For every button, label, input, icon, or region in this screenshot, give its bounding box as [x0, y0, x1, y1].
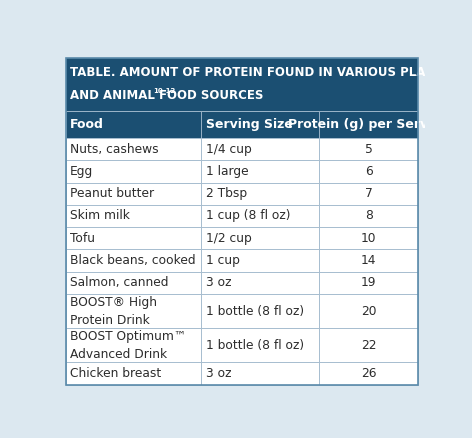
- Text: Food: Food: [70, 118, 104, 131]
- Text: 1/4 cup: 1/4 cup: [206, 143, 252, 155]
- Text: 14: 14: [361, 254, 377, 267]
- Bar: [320, 160, 418, 183]
- Text: Black beans, cooked: Black beans, cooked: [70, 254, 195, 267]
- Text: Chicken breast: Chicken breast: [70, 367, 161, 380]
- Bar: [320, 328, 418, 363]
- Bar: [66, 160, 202, 183]
- Bar: [202, 363, 320, 385]
- Bar: [202, 250, 320, 272]
- Text: Salmon, canned: Salmon, canned: [70, 276, 169, 290]
- Text: 2 Tbsp: 2 Tbsp: [206, 187, 247, 200]
- Text: BOOST Optimum™
Advanced Drink: BOOST Optimum™ Advanced Drink: [70, 330, 186, 361]
- Bar: [320, 363, 418, 385]
- Bar: [66, 363, 202, 385]
- Bar: [202, 328, 320, 363]
- Bar: [320, 205, 418, 227]
- Bar: [320, 138, 418, 160]
- Bar: [66, 272, 202, 294]
- Text: AND ANIMAL FOOD SOURCES: AND ANIMAL FOOD SOURCES: [70, 88, 263, 102]
- Bar: [66, 205, 202, 227]
- Text: 5: 5: [365, 143, 373, 155]
- Text: 1 cup: 1 cup: [206, 254, 240, 267]
- Bar: [320, 111, 418, 138]
- Text: 1 cup (8 fl oz): 1 cup (8 fl oz): [206, 209, 290, 223]
- Bar: [320, 272, 418, 294]
- Bar: [202, 183, 320, 205]
- Text: TABLE. AMOUNT OF PROTEIN FOUND IN VARIOUS PLANT: TABLE. AMOUNT OF PROTEIN FOUND IN VARIOU…: [70, 66, 444, 79]
- Bar: [66, 227, 202, 250]
- Text: 22: 22: [361, 339, 377, 352]
- Text: 3 oz: 3 oz: [206, 276, 231, 290]
- Bar: [66, 183, 202, 205]
- Text: 10: 10: [361, 232, 377, 245]
- Text: 3 oz: 3 oz: [206, 367, 231, 380]
- Bar: [320, 250, 418, 272]
- Bar: [66, 250, 202, 272]
- Text: 19: 19: [361, 276, 377, 290]
- Text: 7: 7: [365, 187, 373, 200]
- Text: Protein (g) per Serving: Protein (g) per Serving: [288, 118, 450, 131]
- Text: 8: 8: [365, 209, 373, 223]
- Text: BOOST® High
Protein Drink: BOOST® High Protein Drink: [70, 296, 157, 327]
- Bar: [66, 58, 418, 111]
- Bar: [202, 160, 320, 183]
- Bar: [320, 294, 418, 328]
- Bar: [320, 227, 418, 250]
- Text: Serving Size: Serving Size: [206, 118, 293, 131]
- Text: 1 bottle (8 fl oz): 1 bottle (8 fl oz): [206, 305, 304, 318]
- Text: 20: 20: [361, 305, 377, 318]
- Text: 6: 6: [365, 165, 373, 178]
- Bar: [202, 294, 320, 328]
- Text: Egg: Egg: [70, 165, 93, 178]
- Bar: [66, 111, 202, 138]
- Text: 1/2 cup: 1/2 cup: [206, 232, 252, 245]
- Bar: [66, 138, 202, 160]
- Bar: [66, 328, 202, 363]
- Text: Skim milk: Skim milk: [70, 209, 130, 223]
- Text: 10-12: 10-12: [153, 88, 176, 94]
- Text: 1 bottle (8 fl oz): 1 bottle (8 fl oz): [206, 339, 304, 352]
- Bar: [202, 227, 320, 250]
- Bar: [202, 138, 320, 160]
- Text: 26: 26: [361, 367, 377, 380]
- Text: Peanut butter: Peanut butter: [70, 187, 154, 200]
- Text: 1 large: 1 large: [206, 165, 248, 178]
- Text: Tofu: Tofu: [70, 232, 95, 245]
- Bar: [202, 272, 320, 294]
- Bar: [202, 111, 320, 138]
- Bar: [202, 205, 320, 227]
- Bar: [66, 294, 202, 328]
- Bar: [320, 183, 418, 205]
- Text: Nuts, cashews: Nuts, cashews: [70, 143, 159, 155]
